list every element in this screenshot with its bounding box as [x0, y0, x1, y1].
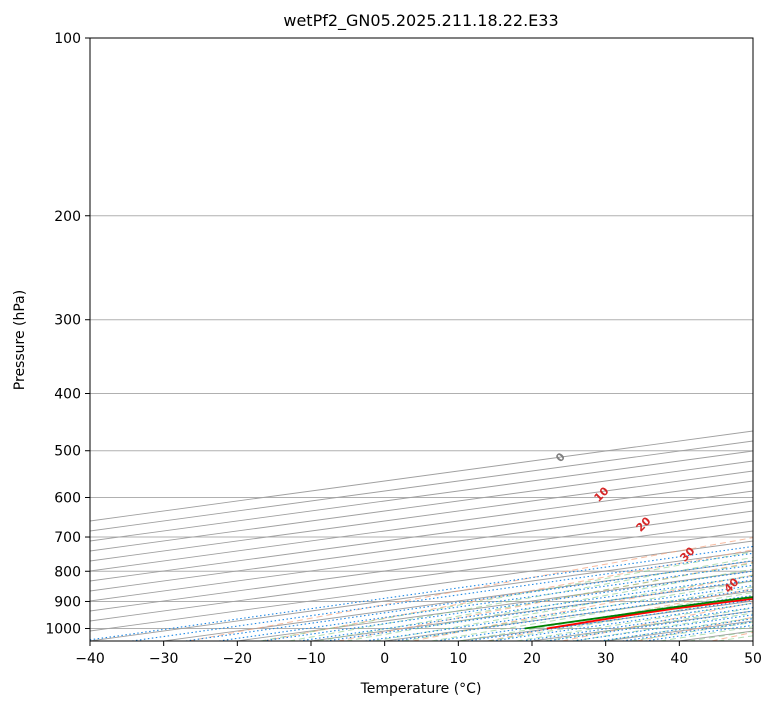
isotherm-line	[90, 530, 753, 622]
y-tick-label: 200	[54, 209, 81, 225]
y-tick-label: 300	[54, 313, 81, 329]
isotherm-line	[90, 470, 753, 562]
x-tick-label: −20	[223, 651, 253, 667]
x-axis-label: Temperature (°C)	[360, 681, 482, 697]
x-tick-label: −30	[149, 651, 179, 667]
moist-adiabat-line	[403, 580, 753, 641]
moist-adiabat-line	[431, 586, 753, 641]
mixing-ratio-line	[467, 599, 753, 641]
chart-title: wetPf2_GN05.2025.211.18.22.E33	[283, 11, 558, 31]
y-tick-label: 600	[54, 490, 81, 506]
y-tick-label: 500	[54, 444, 81, 460]
isotherm-line	[90, 450, 753, 542]
x-tick-label: 20	[523, 651, 541, 667]
moist-adiabat-line	[289, 556, 753, 641]
x-tick-label: 50	[744, 651, 762, 667]
x-tick-label: 40	[670, 651, 688, 667]
x-tick-label: 10	[449, 651, 467, 667]
y-tick-label: 900	[54, 594, 81, 610]
grid-layer	[90, 38, 753, 641]
mixing-ratio-line	[394, 588, 753, 641]
moist-adiabat-line	[516, 602, 753, 641]
y-tick-label: 1000	[45, 621, 81, 637]
mixing-ratio-line	[131, 552, 753, 641]
moist-adiabat-line	[346, 568, 753, 641]
isotherm-line	[90, 460, 753, 552]
x-tick-label: −40	[75, 651, 105, 667]
x-tick-label: −10	[296, 651, 326, 667]
isotherm-line	[90, 520, 753, 612]
plot-frame	[89, 37, 754, 642]
x-tick-label: 30	[597, 651, 615, 667]
y-tick-label: 100	[54, 31, 81, 47]
moist-adiabat-line	[317, 562, 753, 641]
isotherm-line	[90, 510, 753, 602]
y-axis-label: Pressure (hPa)	[12, 290, 28, 390]
isotherm-line	[90, 490, 753, 582]
axis-layer: −40 −30 −20 −10 0 10 20 30 40 50 100 200 300 400 500 60…	[45, 31, 762, 667]
y-tick-label: 800	[54, 564, 81, 580]
x-tick-label: 0	[380, 651, 389, 667]
y-tick-label: 400	[54, 387, 81, 403]
isotherm-line	[90, 480, 753, 572]
mixing-ratio-line	[365, 584, 753, 641]
y-tick-label: 700	[54, 530, 81, 546]
isotherm-line	[90, 500, 753, 592]
